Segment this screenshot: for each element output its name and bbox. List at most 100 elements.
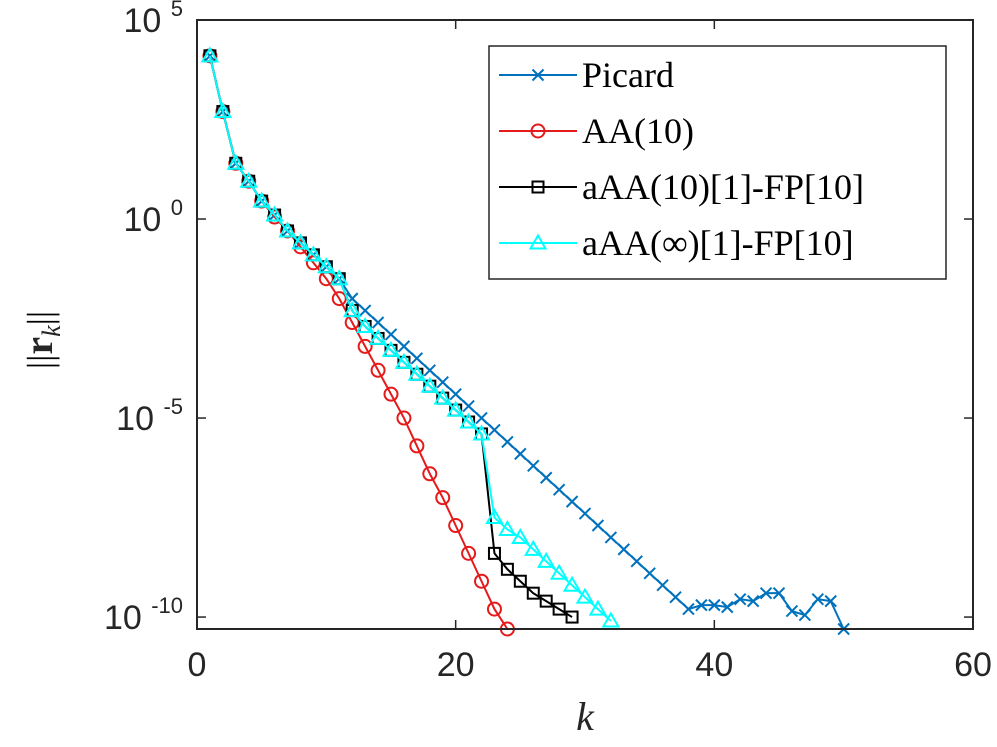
series-3-point-17	[420, 376, 440, 393]
series-1-point-14	[383, 386, 399, 402]
y-tick-label-3: 10 -10	[104, 593, 183, 637]
series-3-point-21	[472, 424, 491, 441]
series-3-point-14	[381, 340, 401, 357]
series-0-point-37	[682, 602, 695, 616]
legend-label-2: aAA(10)[1]-FP[10]	[582, 167, 864, 207]
series-3-point-20	[459, 412, 478, 429]
series-0-point-29	[578, 507, 592, 520]
series-0-point-17	[423, 364, 437, 377]
series-0-point-38	[695, 598, 708, 612]
y-axis-label-open: ||	[20, 355, 60, 369]
legend-entries: Picard AA(10) aAA(10)[1]-FP[10] aAA(∞)[1]-F…	[499, 55, 864, 263]
legend-label-1: AA(10)	[582, 111, 694, 151]
series-1-point-17	[422, 466, 438, 482]
series-0-point-26	[539, 471, 553, 484]
x-tick-label-1: 20	[437, 646, 475, 684]
y-tick-label-1: 10 0	[123, 195, 183, 239]
y-axis-label-subscript: k	[37, 325, 66, 337]
series-0-point-43	[759, 586, 773, 600]
y-axis-label: ||rk||	[16, 311, 66, 369]
series-0-point-31	[604, 531, 618, 544]
series-2-point-22	[487, 546, 501, 560]
series-3	[200, 46, 621, 628]
legend-marker-3	[528, 233, 548, 250]
series-0-point-30	[591, 519, 605, 532]
series-0-point-16	[410, 352, 424, 365]
series-1-point-20	[461, 545, 477, 561]
legend-entry-3: aAA(∞)[1]-FP[10]	[499, 223, 854, 263]
legend-entry-2: aAA(10)[1]-FP[10]	[499, 167, 864, 207]
series-3-point-4	[252, 191, 271, 208]
series-0-point-24	[514, 447, 527, 461]
series-0-point-40	[721, 600, 734, 614]
x-axis-label: k	[576, 694, 595, 739]
series-2-point-28	[565, 610, 579, 624]
y-tick-label-0: 10 5	[123, 0, 183, 40]
series-0-point-25	[527, 459, 540, 473]
series-0-point-35	[656, 579, 669, 592]
series-2-point-23	[500, 562, 514, 576]
legend-box	[488, 45, 947, 280]
series-3-point-24	[511, 527, 530, 544]
x-tick-label-0: 0	[188, 646, 207, 684]
x-tick-label-3: 60	[954, 646, 992, 684]
series-0-point-13	[371, 316, 385, 329]
series-0-point-44	[772, 586, 786, 600]
series-0-point-39	[708, 598, 721, 612]
legend-entry-0: Picard	[499, 55, 674, 95]
series-3-point-0	[200, 46, 220, 63]
legend-entry-1: AA(10)	[499, 111, 694, 151]
series-2-point-25	[526, 586, 540, 600]
series-3-point-15	[394, 352, 414, 369]
series-3-point-27	[549, 563, 569, 580]
series-0-point-15	[397, 340, 411, 353]
series-3-point-6	[278, 221, 297, 238]
series-3-point-26	[536, 551, 556, 568]
series-0-point-14	[384, 328, 398, 341]
series-3-point-31	[601, 611, 621, 628]
series-0-point-18	[436, 376, 449, 389]
tick-labels-layer: 0 20 40 60 10 5 10 0 10 -5 10 -10	[104, 0, 992, 684]
series-3-point-13	[368, 328, 388, 345]
series-1-point-13	[370, 362, 386, 378]
series-0-point-41	[733, 592, 747, 606]
series-3-point-19	[446, 400, 465, 417]
series-3-point-28	[562, 575, 582, 592]
ticks-layer	[196, 19, 974, 629]
y-axis-label-close: ||	[20, 311, 60, 325]
series-0-point-23	[501, 435, 514, 449]
series-0-point-46	[798, 608, 812, 622]
series-1-point-22	[486, 601, 502, 617]
series-2-point-24	[513, 574, 527, 588]
series-0-point-22	[488, 423, 501, 437]
series-3-point-23	[498, 519, 517, 536]
series-0-point-36	[669, 590, 682, 604]
series-3-point-3	[239, 171, 258, 188]
series-0-point-32	[617, 543, 631, 556]
series-0-point-0	[203, 49, 217, 63]
y-axis-label-vector: r	[16, 337, 61, 355]
series-0-point-45	[785, 604, 799, 618]
y-tick-label-2: 10 -5	[116, 394, 183, 438]
series-layer	[200, 46, 850, 637]
series-1-point-15	[396, 410, 412, 426]
legend-marker-0	[531, 68, 545, 82]
series-1-point-18	[435, 490, 451, 506]
series-0-point-19	[449, 387, 462, 401]
series-3-point-1	[213, 102, 233, 119]
series-3-point-7	[291, 233, 310, 250]
series-3-point-8	[304, 245, 323, 262]
series-0-point-27	[552, 483, 566, 496]
series-3-point-16	[407, 364, 427, 381]
series-1-point-10	[331, 291, 347, 307]
axes-box	[196, 19, 974, 630]
series-3-point-18	[433, 388, 452, 405]
series-0-point-21	[475, 411, 488, 425]
series-3-point-25	[524, 539, 543, 556]
series-2-point-27	[552, 602, 566, 616]
series-0-point-28	[565, 495, 579, 508]
series-0-point-33	[630, 555, 643, 568]
series-1-point-21	[474, 573, 490, 589]
series-3-point-5	[265, 205, 284, 222]
legend-marker-1	[530, 123, 546, 139]
